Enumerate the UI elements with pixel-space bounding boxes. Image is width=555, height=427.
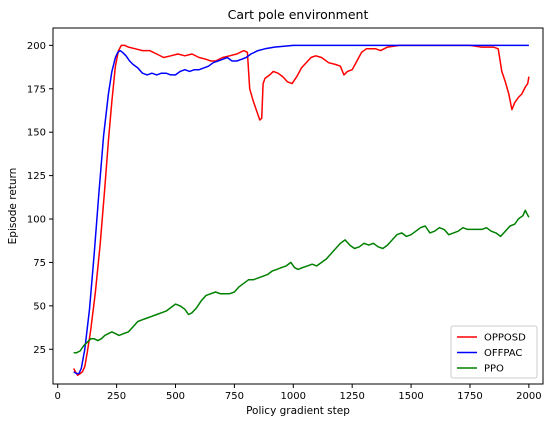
chart-title: Cart pole environment	[228, 7, 369, 22]
x-tick-label: 750	[225, 391, 244, 402]
x-tick-label: 1750	[457, 391, 482, 402]
x-tick-label: 1000	[281, 391, 306, 402]
series-layer	[73, 44, 530, 377]
y-tick-label: 75	[33, 258, 46, 269]
y-tick-label: 175	[27, 84, 46, 95]
legend-label-ppo: PPO	[484, 364, 504, 375]
y-tick-label: 200	[27, 41, 46, 52]
y-tick-label: 50	[33, 301, 46, 312]
plot-frame	[52, 27, 544, 385]
y-axis: 25 50 75 100 125 150 175 200	[27, 41, 53, 356]
y-tick-label: 100	[27, 215, 46, 226]
y-tick-label: 150	[27, 128, 46, 139]
x-axis: 0 250 500 750 1000 1250 1500 1750 2000	[55, 384, 542, 402]
series-line-offpac	[73, 44, 529, 375]
series-line-ppo	[73, 209, 530, 354]
legend: OPPOSD OFFPAC PPO	[450, 325, 538, 379]
x-tick-label: 2000	[516, 391, 541, 402]
x-tick-label: 500	[166, 391, 185, 402]
legend-box	[450, 325, 538, 379]
legend-label-opposd: OPPOSD	[484, 333, 526, 344]
legend-label-offpac: OFFPAC	[484, 348, 522, 359]
y-tick-label: 125	[27, 171, 46, 182]
x-tick-label: 1250	[339, 391, 364, 402]
x-tick-label: 250	[107, 391, 126, 402]
y-tick-label: 25	[33, 345, 46, 356]
x-tick-label: 0	[55, 391, 61, 402]
x-axis-title: Policy gradient step	[246, 405, 350, 417]
y-axis-title: Episode return	[7, 168, 19, 245]
x-tick-label: 1500	[398, 391, 423, 402]
